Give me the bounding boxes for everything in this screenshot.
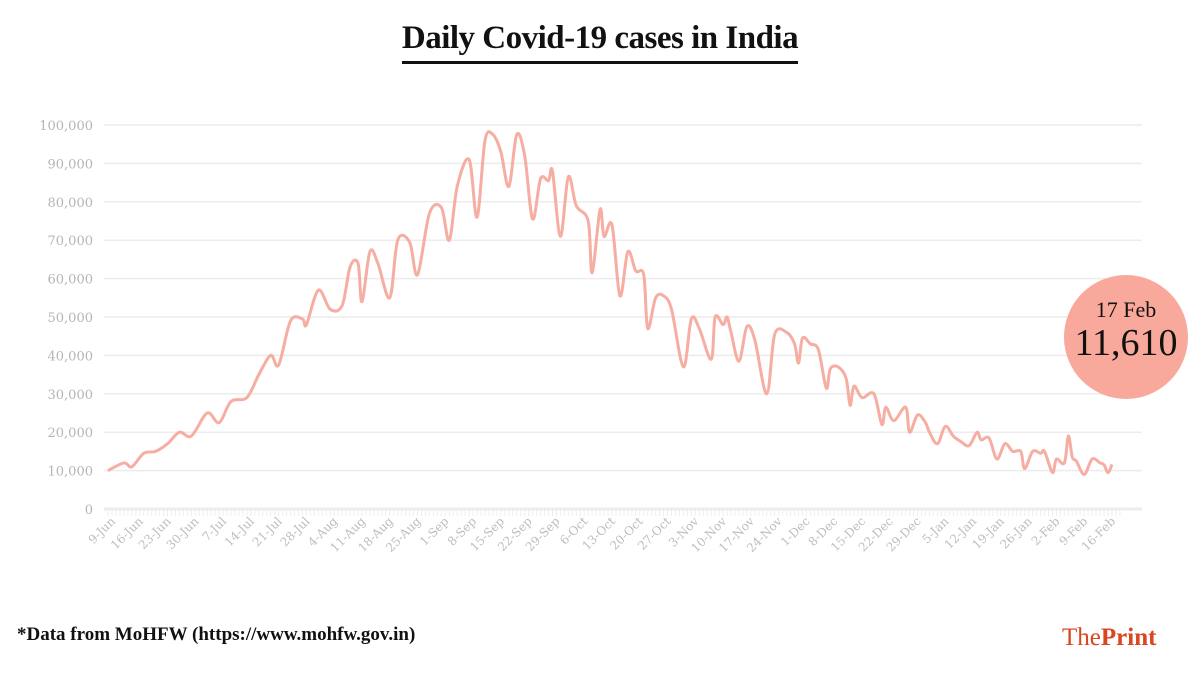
y-tick-label: 100,000 <box>39 119 93 134</box>
gridlines <box>104 124 1142 516</box>
y-tick-label: 80,000 <box>48 196 94 211</box>
theprint-logo: ThePrint <box>1062 624 1156 652</box>
y-tick-label: 90,000 <box>48 157 94 172</box>
x-tick-label: 1-Sep <box>417 514 452 549</box>
x-tick-label: 28-Jul <box>277 514 312 549</box>
y-axis: 0 10,000 20,000 30,000 40,000 50,000 60,000 70,… <box>39 119 93 518</box>
x-tick-label: 2-Feb <box>1029 514 1063 548</box>
y-tick-label: 70,000 <box>48 234 94 249</box>
x-tick-label: 26-Jan <box>997 514 1035 552</box>
logo-print: Print <box>1100 624 1157 651</box>
y-tick-label: 50,000 <box>48 311 94 326</box>
series-line-daily-cases <box>107 130 1114 476</box>
chart-title-wrap: Daily Covid-19 cases in India <box>0 20 1200 64</box>
logo-the: The <box>1062 624 1101 651</box>
y-tick-label: 0 <box>85 503 93 518</box>
x-axis: 9-Jun16-Jun23-Jun30-Jun7-Jul14-Jul21-Jul… <box>86 514 1119 555</box>
y-tick-label: 10,000 <box>48 465 94 480</box>
badge-value: 11,610 <box>1074 322 1178 364</box>
latest-value-badge: 17 Feb 11,610 <box>1064 275 1188 399</box>
y-tick-label: 40,000 <box>48 349 94 364</box>
source-footnote: *Data from MoHFW (https://www.mohfw.gov.… <box>17 624 416 645</box>
x-tick-label: 14-Jul <box>222 514 257 549</box>
y-tick-label: 30,000 <box>48 388 94 403</box>
x-tick-label: 21-Jul <box>250 514 285 549</box>
chart-title: Daily Covid-19 cases in India <box>401 20 799 64</box>
y-tick-label: 20,000 <box>48 426 94 441</box>
x-tick-label: 1-Dec <box>778 514 813 549</box>
y-tick-label: 60,000 <box>48 273 94 288</box>
badge-date: 17 Feb <box>1095 297 1157 322</box>
